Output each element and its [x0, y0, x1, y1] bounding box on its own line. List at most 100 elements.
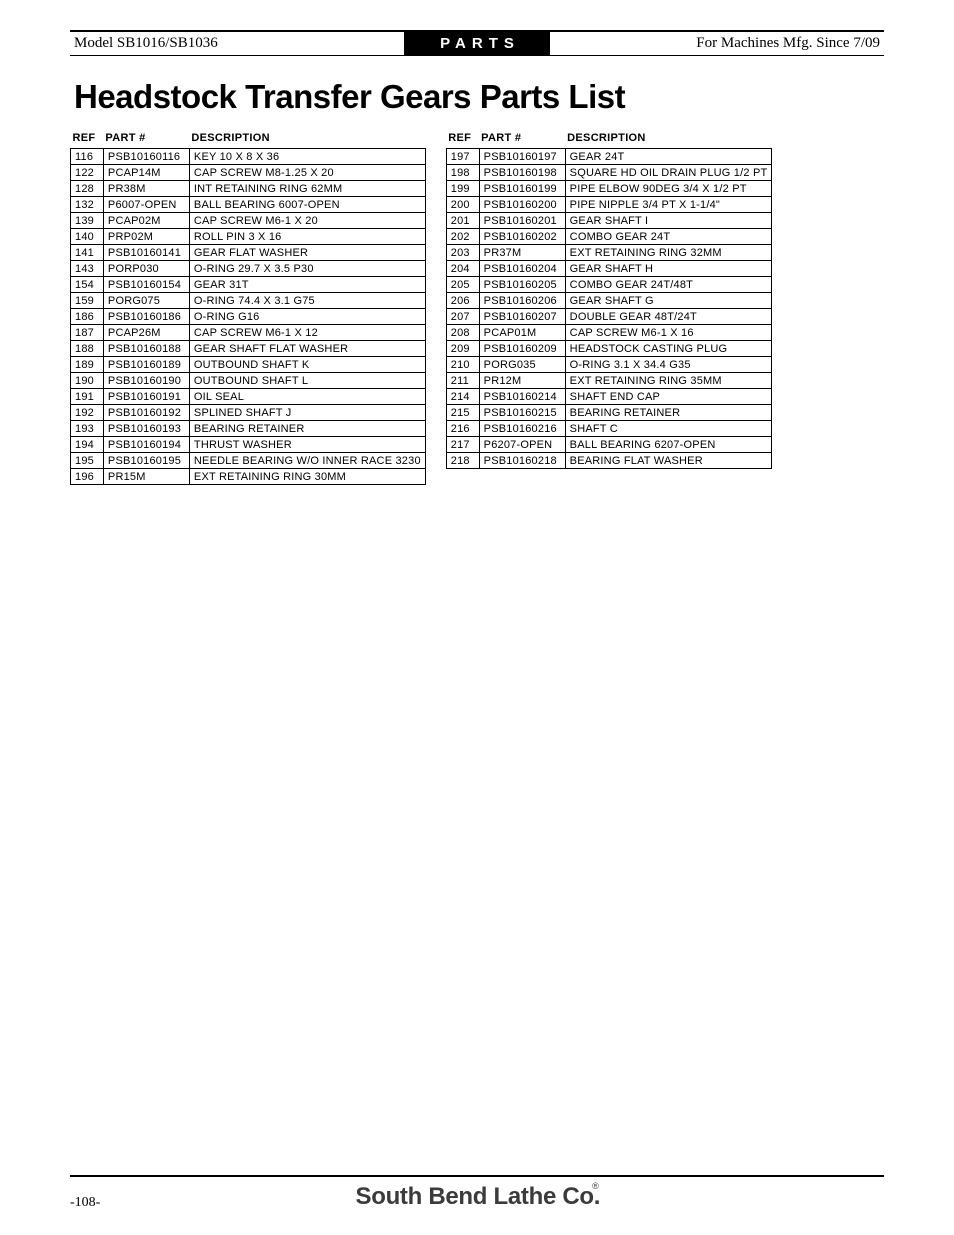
cell-ref: 210 [446, 357, 479, 373]
cell-ref: 159 [71, 293, 104, 309]
cell-ref: 154 [71, 277, 104, 293]
table-row: 207PSB10160207DOUBLE GEAR 48T/24T [446, 309, 772, 325]
cell-ref: 201 [446, 213, 479, 229]
cell-ref: 207 [446, 309, 479, 325]
cell-ref: 190 [71, 373, 104, 389]
cell-part: PSB10160214 [479, 389, 565, 405]
cell-desc: SQUARE HD OIL DRAIN PLUG 1/2 PT [565, 165, 772, 181]
cell-part: PSB10160200 [479, 197, 565, 213]
table-row: 192PSB10160192SPLINED SHAFT J [71, 405, 426, 421]
cell-desc: BEARING FLAT WASHER [565, 453, 772, 469]
cell-desc: EXT RETAINING RING 30MM [189, 469, 425, 485]
cell-desc: CAP SCREW M6-1 X 20 [189, 213, 425, 229]
cell-desc: THRUST WASHER [189, 437, 425, 453]
parts-table-right: REF PART # DESCRIPTION 197PSB10160197GEA… [446, 130, 773, 469]
cell-part: PSB10160198 [479, 165, 565, 181]
cell-ref: 192 [71, 405, 104, 421]
table-row: 195PSB10160195NEEDLE BEARING W/O INNER R… [71, 453, 426, 469]
cell-part: PSB10160188 [103, 341, 189, 357]
cell-desc: SHAFT C [565, 421, 772, 437]
cell-ref: 189 [71, 357, 104, 373]
cell-desc: O-RING 74.4 X 3.1 G75 [189, 293, 425, 309]
cell-part: PSB10160201 [479, 213, 565, 229]
cell-part: PORG035 [479, 357, 565, 373]
table-row: 141PSB10160141GEAR FLAT WASHER [71, 245, 426, 261]
cell-ref: 193 [71, 421, 104, 437]
cell-desc: BALL BEARING 6207-OPEN [565, 437, 772, 453]
cell-desc: GEAR 31T [189, 277, 425, 293]
cell-part: PORP030 [103, 261, 189, 277]
cell-part: PSB10160116 [103, 149, 189, 165]
cell-ref: 211 [446, 373, 479, 389]
cell-desc: SPLINED SHAFT J [189, 405, 425, 421]
header-section: PARTS [404, 31, 550, 56]
cell-part: PSB10160218 [479, 453, 565, 469]
cell-desc: KEY 10 X 8 X 36 [189, 149, 425, 165]
cell-desc: O-RING G16 [189, 309, 425, 325]
cell-ref: 186 [71, 309, 104, 325]
cell-part: PSB10160154 [103, 277, 189, 293]
cell-ref: 214 [446, 389, 479, 405]
cell-part: PSB10160191 [103, 389, 189, 405]
cell-ref: 128 [71, 181, 104, 197]
table-row: 218PSB10160218BEARING FLAT WASHER [446, 453, 772, 469]
page-title: Headstock Transfer Gears Parts List [74, 78, 884, 116]
table-row: 128PR38MINT RETAINING RING 62MM [71, 181, 426, 197]
cell-part: PORG075 [103, 293, 189, 309]
cell-part: PSB10160209 [479, 341, 565, 357]
cell-desc: DOUBLE GEAR 48T/24T [565, 309, 772, 325]
cell-ref: 132 [71, 197, 104, 213]
table-row: 216PSB10160216SHAFT C [446, 421, 772, 437]
cell-part: PSB10160193 [103, 421, 189, 437]
table-header-row: REF PART # DESCRIPTION [71, 130, 426, 149]
col-part: PART # [103, 130, 189, 149]
tables-container: REF PART # DESCRIPTION 116PSB10160116KEY… [70, 130, 884, 485]
cell-part: PSB10160205 [479, 277, 565, 293]
cell-desc: OUTBOUND SHAFT K [189, 357, 425, 373]
cell-part: PSB10160192 [103, 405, 189, 421]
col-desc: DESCRIPTION [565, 130, 772, 149]
cell-part: PCAP14M [103, 165, 189, 181]
table-row: 203PR37MEXT RETAINING RING 32MM [446, 245, 772, 261]
cell-ref: 194 [71, 437, 104, 453]
table-row: 132P6007-OPENBALL BEARING 6007-OPEN [71, 197, 426, 213]
cell-desc: GEAR FLAT WASHER [189, 245, 425, 261]
cell-ref: 202 [446, 229, 479, 245]
cell-ref: 204 [446, 261, 479, 277]
col-desc: DESCRIPTION [189, 130, 425, 149]
cell-part: PSB10160216 [479, 421, 565, 437]
cell-part: PCAP01M [479, 325, 565, 341]
cell-desc: NEEDLE BEARING W/O INNER RACE 3230 [189, 453, 425, 469]
table-row: 197PSB10160197GEAR 24T [446, 149, 772, 165]
table-row: 200PSB10160200PIPE NIPPLE 3/4 PT X 1-1/4… [446, 197, 772, 213]
table-row: 122PCAP14MCAP SCREW M8-1.25 X 20 [71, 165, 426, 181]
cell-desc: EXT RETAINING RING 32MM [565, 245, 772, 261]
table-row: 159PORG075O-RING 74.4 X 3.1 G75 [71, 293, 426, 309]
table-header-row: REF PART # DESCRIPTION [446, 130, 772, 149]
cell-desc: GEAR SHAFT I [565, 213, 772, 229]
cell-ref: 140 [71, 229, 104, 245]
cell-desc: BALL BEARING 6007-OPEN [189, 197, 425, 213]
table-row: 143PORP030O-RING 29.7 X 3.5 P30 [71, 261, 426, 277]
cell-desc: ROLL PIN 3 X 16 [189, 229, 425, 245]
table-row: 116PSB10160116KEY 10 X 8 X 36 [71, 149, 426, 165]
cell-part: PCAP26M [103, 325, 189, 341]
cell-ref: 218 [446, 453, 479, 469]
table-row: 202PSB10160202COMBO GEAR 24T [446, 229, 772, 245]
table-row: 205PSB10160205COMBO GEAR 24T/48T [446, 277, 772, 293]
cell-desc: CAP SCREW M6-1 X 16 [565, 325, 772, 341]
cell-ref: 188 [71, 341, 104, 357]
cell-part: PSB10160215 [479, 405, 565, 421]
table-row: 217P6207-OPENBALL BEARING 6207-OPEN [446, 437, 772, 453]
cell-ref: 196 [71, 469, 104, 485]
table-row: 189PSB10160189OUTBOUND SHAFT K [71, 357, 426, 373]
brand-text: South Bend Lathe Co. [356, 1183, 601, 1210]
cell-part: PR12M [479, 373, 565, 389]
cell-part: PR37M [479, 245, 565, 261]
cell-desc: BEARING RETAINER [189, 421, 425, 437]
cell-desc: OIL SEAL [189, 389, 425, 405]
cell-ref: 215 [446, 405, 479, 421]
table-row: 187PCAP26MCAP SCREW M6-1 X 12 [71, 325, 426, 341]
cell-ref: 209 [446, 341, 479, 357]
table-row: 210PORG035O-RING 3.1 X 34.4 G35 [446, 357, 772, 373]
